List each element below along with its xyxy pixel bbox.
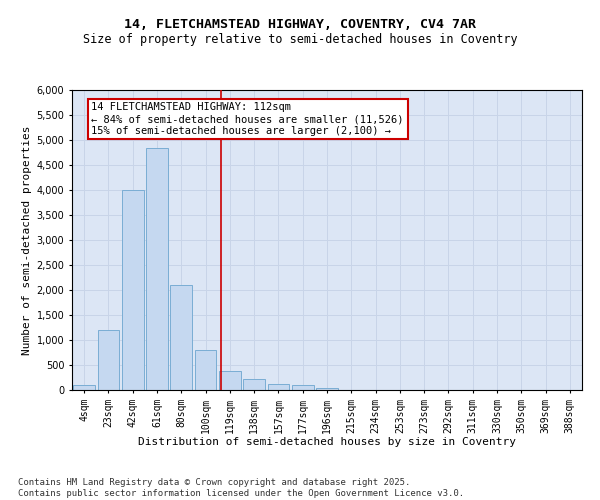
Bar [194, 350, 217, 390]
Bar [170, 285, 192, 390]
Bar [243, 378, 265, 390]
Bar [219, 371, 241, 390]
Y-axis label: Number of semi-detached properties: Number of semi-detached properties [22, 125, 32, 355]
Bar [268, 384, 289, 390]
X-axis label: Distribution of semi-detached houses by size in Coventry: Distribution of semi-detached houses by … [138, 437, 516, 447]
Text: Size of property relative to semi-detached houses in Coventry: Size of property relative to semi-detach… [83, 32, 517, 46]
Text: Contains HM Land Registry data © Crown copyright and database right 2025.
Contai: Contains HM Land Registry data © Crown c… [18, 478, 464, 498]
Bar [292, 385, 314, 390]
Bar [73, 385, 95, 390]
Text: 14, FLETCHAMSTEAD HIGHWAY, COVENTRY, CV4 7AR: 14, FLETCHAMSTEAD HIGHWAY, COVENTRY, CV4… [124, 18, 476, 30]
Bar [122, 190, 143, 390]
Bar [146, 148, 168, 390]
Bar [97, 330, 119, 390]
Bar [316, 388, 338, 390]
Text: 14 FLETCHAMSTEAD HIGHWAY: 112sqm
← 84% of semi-detached houses are smaller (11,5: 14 FLETCHAMSTEAD HIGHWAY: 112sqm ← 84% o… [91, 102, 404, 136]
